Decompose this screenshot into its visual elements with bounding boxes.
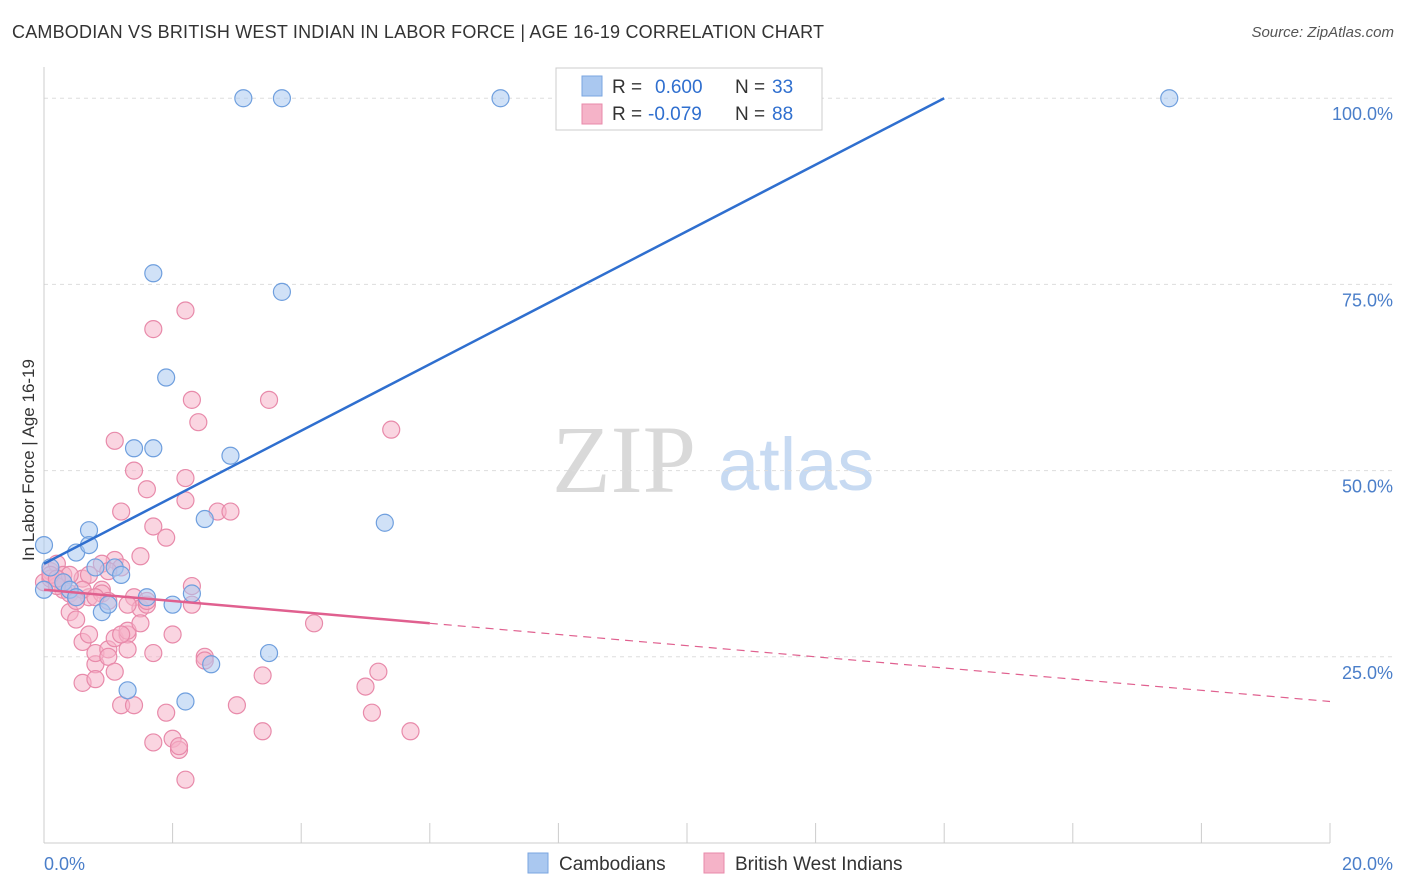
cambodians-point-8 (86, 558, 105, 577)
source-label: Source: ZipAtlas.com (1251, 24, 1394, 41)
british-west-indians-point-59 (189, 413, 208, 432)
british-west-indians-point-54 (176, 468, 195, 488)
y-tick-label-25: 25.0% (1342, 663, 1393, 683)
british-west-indians-point-10 (67, 610, 86, 629)
series-legend-swatch-british-west-indians (703, 852, 725, 874)
british-west-indians-point-66 (253, 722, 272, 741)
british-west-indians-point-42 (137, 480, 156, 499)
british-west-indians-point-64 (227, 696, 246, 715)
cambodians-point-20 (176, 692, 195, 711)
watermark-atlas: atlas (718, 423, 874, 506)
cambodians-point-16 (144, 264, 163, 283)
british-west-indians-point-19 (86, 670, 105, 689)
cambodians-point-28 (272, 282, 292, 301)
british-west-indians-point-72 (382, 420, 401, 439)
cambodians-point-24 (221, 446, 240, 465)
british-west-indians-point-43 (144, 320, 163, 339)
british-west-indians-point-68 (304, 614, 324, 633)
series-legend-swatch-cambodians (527, 852, 549, 874)
british-west-indians-point-67 (259, 390, 279, 409)
british-west-indians-point-65 (253, 666, 272, 685)
british-west-indians-point-63 (221, 502, 240, 521)
british-west-indians-point-87 (112, 625, 131, 644)
series-legend-cambodians: Cambodians (559, 854, 666, 875)
cambodians-point-25 (234, 89, 253, 108)
british-west-indians-point-71 (369, 662, 388, 681)
british-west-indians-point-57 (182, 390, 201, 409)
british-west-indians-point-37 (124, 461, 144, 480)
british-west-indians-point-39 (131, 547, 150, 566)
legend-r-label-1: R = (612, 77, 642, 98)
british-west-indians-point-31 (112, 502, 131, 521)
cambodians-point-27 (272, 89, 292, 108)
british-west-indians-point-15 (79, 625, 99, 644)
british-west-indians-point-45 (144, 643, 163, 663)
british-west-indians-point-70 (362, 703, 382, 722)
grid (44, 97, 1392, 658)
watermark: ZIP atlas (552, 406, 874, 513)
legend-n-label-1: N = (735, 77, 765, 98)
legend-swatch-pink (581, 103, 603, 125)
british-west-indians-trend-line-dashed (429, 622, 1331, 703)
british-west-indians-point-47 (157, 703, 176, 722)
cambodians-point-26 (259, 643, 279, 663)
legend-n-value-1: 33 (772, 77, 793, 98)
cambodians-point-1 (34, 535, 54, 555)
y-tick-label-50: 50.0% (1342, 477, 1393, 497)
cambodians-point-17 (144, 439, 163, 458)
axes (43, 67, 1331, 844)
legend-n-value-2: 88 (772, 104, 793, 125)
cambodians-point-23 (202, 655, 221, 674)
cambodians-point-22 (195, 509, 214, 529)
cambodians-point-12 (112, 565, 131, 584)
series-legend: Cambodians British West Indians (527, 852, 903, 875)
cambodians-point-18 (157, 368, 176, 387)
british-west-indians-trend-line (43, 588, 430, 625)
british-west-indians-point-55 (176, 770, 195, 789)
cambodians-point-14 (124, 439, 144, 458)
british-west-indians-point-52 (169, 737, 189, 756)
x-tick-label-max: 20.0% (1342, 854, 1393, 874)
british-west-indians-point-27 (105, 662, 124, 681)
cambodians-point-13 (118, 681, 137, 700)
stats-legend: R = 0.600 N = 33 R = -0.079 N = 88 (555, 67, 823, 131)
y-tick-label-75: 75.0% (1342, 290, 1393, 310)
cambodians-point-31 (1160, 89, 1179, 108)
x-tick-label-min: 0.0% (44, 854, 85, 874)
y-tick-labels: 25.0% 50.0% 75.0% 100.0% (1332, 104, 1393, 683)
y-tick-label-100: 100.0% (1332, 104, 1393, 124)
british-west-indians-point-48 (157, 528, 176, 547)
cambodians-point-29 (375, 513, 394, 532)
legend-n-label-2: N = (735, 104, 765, 125)
chart-title: CAMBODIAN VS BRITISH WEST INDIAN IN LABO… (12, 22, 825, 42)
legend-r-label-2: R = (612, 104, 642, 125)
cambodians-point-10 (99, 595, 118, 614)
watermark-zip: ZIP (552, 406, 696, 513)
cambodians-point-19 (163, 595, 182, 614)
cambodians-point-30 (491, 89, 510, 108)
british-west-indians-point-44 (144, 733, 163, 752)
british-west-indians-point-69 (356, 677, 375, 696)
cambodians-points (34, 89, 1179, 711)
cambodians-trend-line (43, 97, 945, 565)
series-legend-british-west-indians: British West Indians (735, 854, 903, 875)
british-west-indians-point-56 (176, 301, 195, 320)
cambodians-point-21 (182, 584, 201, 603)
legend-swatch-blue (581, 75, 603, 97)
legend-r-value-2: -0.079 (648, 104, 702, 125)
british-west-indians-point-46 (144, 517, 163, 536)
british-west-indians-point-50 (163, 625, 182, 644)
british-west-indians-point-40 (131, 614, 150, 633)
trend-lines (43, 97, 1331, 703)
british-west-indians-point-26 (105, 431, 124, 450)
british-west-indians-point-73 (401, 722, 420, 741)
y-axis-label: In Labor Force | Age 16-19 (19, 359, 38, 561)
legend-r-value-1: 0.600 (655, 77, 703, 98)
